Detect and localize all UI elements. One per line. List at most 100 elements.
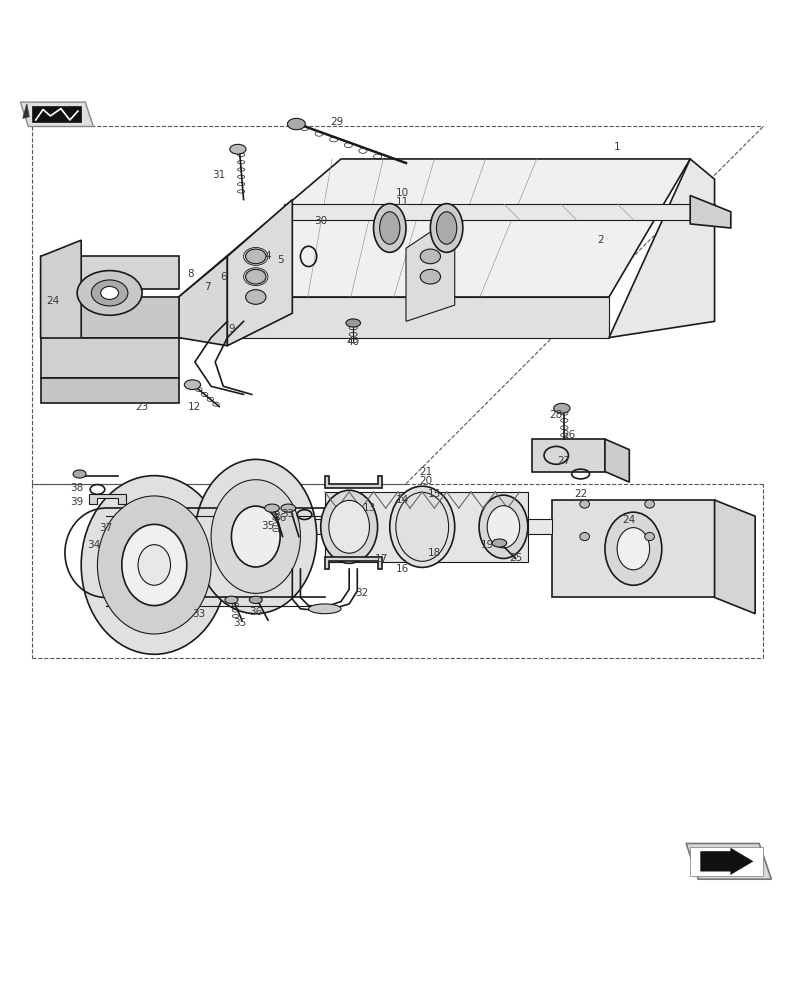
Text: 35: 35 [233, 618, 246, 628]
Ellipse shape [373, 204, 406, 252]
Text: 30: 30 [314, 216, 327, 226]
Polygon shape [41, 240, 81, 354]
Ellipse shape [420, 249, 440, 264]
Polygon shape [227, 200, 292, 346]
Ellipse shape [328, 500, 369, 553]
Ellipse shape [264, 504, 279, 512]
Text: 32: 32 [354, 588, 367, 598]
Text: 35: 35 [261, 521, 274, 531]
Text: 10: 10 [395, 188, 408, 198]
Text: 11: 11 [395, 197, 408, 207]
Polygon shape [41, 378, 178, 403]
Polygon shape [41, 256, 178, 289]
Ellipse shape [81, 476, 227, 654]
Polygon shape [531, 439, 604, 472]
Text: 37: 37 [99, 523, 112, 533]
Ellipse shape [281, 504, 295, 512]
Ellipse shape [604, 512, 661, 585]
Text: 34: 34 [87, 540, 100, 550]
Ellipse shape [579, 532, 589, 541]
Ellipse shape [245, 269, 266, 284]
Text: 29: 29 [330, 117, 343, 127]
Text: 36: 36 [249, 607, 262, 617]
Ellipse shape [436, 212, 456, 244]
Text: 38: 38 [71, 483, 84, 493]
Ellipse shape [420, 269, 440, 284]
Ellipse shape [138, 545, 170, 585]
Polygon shape [324, 476, 381, 488]
Text: 6: 6 [220, 272, 226, 282]
Ellipse shape [211, 480, 300, 593]
Ellipse shape [644, 532, 654, 541]
Text: 24: 24 [622, 515, 635, 525]
Ellipse shape [230, 144, 246, 154]
Ellipse shape [487, 506, 519, 548]
Text: 5: 5 [277, 255, 283, 265]
Text: 31: 31 [212, 170, 225, 180]
Text: 13: 13 [363, 503, 375, 513]
Text: 33: 33 [281, 509, 294, 519]
Polygon shape [300, 519, 551, 534]
Ellipse shape [245, 249, 266, 264]
Polygon shape [178, 159, 689, 297]
Ellipse shape [231, 506, 280, 567]
Polygon shape [89, 494, 126, 504]
Polygon shape [324, 557, 381, 569]
Ellipse shape [287, 118, 305, 130]
Ellipse shape [379, 212, 399, 244]
Polygon shape [324, 492, 527, 562]
Polygon shape [41, 338, 178, 378]
Text: 25: 25 [508, 553, 521, 563]
Ellipse shape [320, 490, 377, 563]
Ellipse shape [478, 495, 527, 558]
Text: 22: 22 [573, 489, 586, 499]
Ellipse shape [91, 280, 128, 306]
Polygon shape [20, 102, 93, 126]
Ellipse shape [184, 380, 200, 390]
Text: 40: 40 [346, 337, 359, 347]
Text: 36: 36 [273, 513, 286, 523]
Polygon shape [406, 216, 454, 321]
Polygon shape [685, 843, 770, 879]
Text: 21: 21 [419, 467, 432, 477]
Text: 39: 39 [71, 497, 84, 507]
Ellipse shape [430, 204, 462, 252]
Text: 14: 14 [395, 495, 408, 505]
Text: 15: 15 [427, 489, 440, 499]
Text: 2: 2 [597, 235, 603, 245]
Ellipse shape [122, 524, 187, 606]
Text: 27: 27 [557, 456, 570, 466]
Text: 12: 12 [188, 402, 201, 412]
Polygon shape [689, 847, 762, 876]
Polygon shape [32, 106, 81, 122]
Ellipse shape [195, 459, 316, 614]
Polygon shape [714, 500, 754, 614]
Polygon shape [604, 439, 629, 482]
Text: 16: 16 [395, 564, 408, 574]
Text: 26: 26 [561, 430, 574, 440]
Text: 18: 18 [427, 548, 440, 558]
Polygon shape [551, 500, 714, 597]
Text: 9: 9 [228, 324, 234, 334]
Text: 1: 1 [613, 142, 620, 152]
Text: 20: 20 [419, 476, 432, 486]
Ellipse shape [345, 319, 360, 327]
Text: 19: 19 [480, 540, 493, 550]
Text: 7: 7 [204, 282, 210, 292]
Ellipse shape [249, 596, 262, 604]
Ellipse shape [644, 500, 654, 508]
Ellipse shape [616, 528, 649, 570]
Ellipse shape [101, 286, 118, 299]
Text: 24: 24 [46, 296, 59, 306]
Polygon shape [178, 297, 608, 338]
Ellipse shape [553, 403, 569, 413]
Polygon shape [700, 848, 752, 874]
Polygon shape [178, 256, 227, 346]
Ellipse shape [77, 271, 142, 315]
Ellipse shape [97, 496, 211, 634]
Polygon shape [284, 204, 714, 220]
Text: 17: 17 [375, 554, 388, 564]
Polygon shape [689, 196, 730, 228]
Ellipse shape [579, 500, 589, 508]
Ellipse shape [308, 604, 341, 614]
